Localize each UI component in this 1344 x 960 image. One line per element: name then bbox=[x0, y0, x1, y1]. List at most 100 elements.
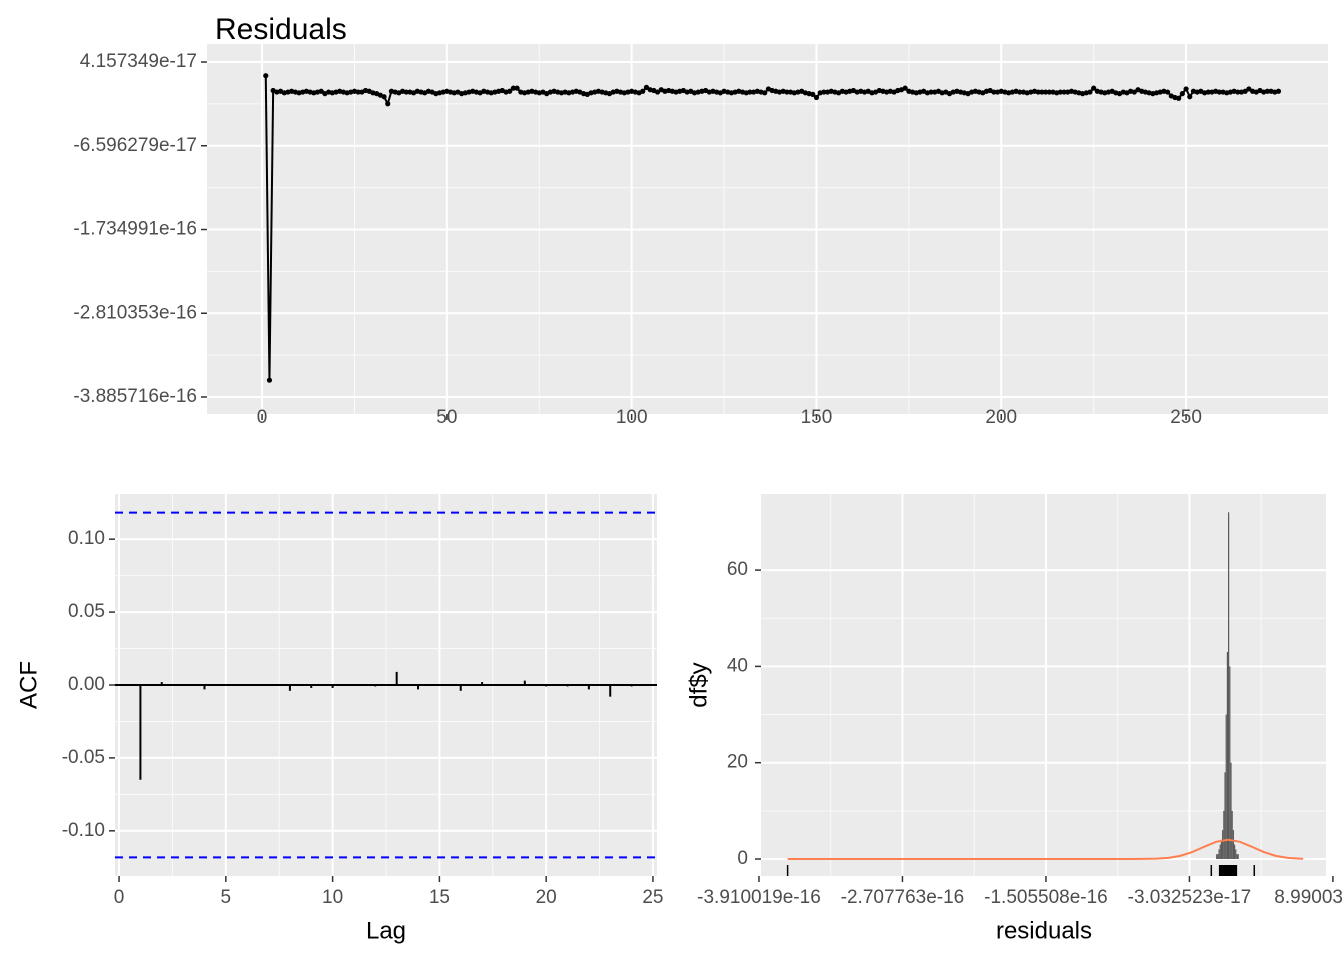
data-point bbox=[810, 91, 816, 97]
data-point bbox=[263, 73, 269, 79]
data-point bbox=[1164, 89, 1171, 95]
data-point bbox=[654, 89, 661, 95]
data-point bbox=[1176, 95, 1182, 101]
x-axis-title: Lag bbox=[366, 917, 406, 944]
data-point bbox=[643, 84, 650, 90]
histogram-bar bbox=[1229, 666, 1231, 860]
y-tick-label: 0.00 bbox=[68, 674, 105, 695]
y-tick-label: 20 bbox=[727, 752, 748, 773]
histogram-bar bbox=[1220, 839, 1223, 860]
y-tick-label: -2.810353e-16 bbox=[73, 302, 197, 323]
x-tick-label: 0 bbox=[114, 887, 125, 908]
data-point bbox=[821, 89, 827, 95]
data-point bbox=[784, 89, 790, 95]
histogram-bar bbox=[1226, 651, 1229, 860]
x-tick-label: 25 bbox=[642, 887, 663, 908]
data-point bbox=[403, 89, 409, 95]
data-point bbox=[355, 89, 361, 95]
data-point bbox=[1246, 86, 1252, 92]
y-tick-label: 0.05 bbox=[68, 601, 105, 622]
data-point bbox=[1087, 89, 1093, 95]
y-tick-label: -0.10 bbox=[62, 820, 105, 841]
x-tick-label: 250 bbox=[1170, 407, 1202, 428]
data-point bbox=[266, 377, 273, 383]
y-tick-label: -6.596279e-17 bbox=[73, 135, 197, 156]
data-point bbox=[1183, 86, 1189, 92]
histogram-bar bbox=[1233, 844, 1236, 860]
x-tick-label: -3.032523e-17 bbox=[1128, 887, 1252, 908]
x-tick-label: 50 bbox=[436, 407, 457, 428]
y-axis-title: ACF bbox=[15, 661, 42, 709]
x-tick-label: 15 bbox=[429, 887, 450, 908]
histogram-bar bbox=[1224, 772, 1226, 860]
data-point bbox=[1091, 85, 1097, 91]
data-point bbox=[813, 94, 820, 101]
x-tick-label: 20 bbox=[536, 887, 557, 908]
histogram-bar bbox=[1217, 854, 1219, 860]
histogram-bar bbox=[1232, 830, 1234, 860]
histogram-bar bbox=[1230, 762, 1232, 860]
data-point bbox=[514, 85, 520, 91]
x-tick-label: 200 bbox=[985, 407, 1017, 428]
y-tick-label: 40 bbox=[727, 655, 748, 676]
histogram-bar bbox=[1231, 810, 1233, 860]
histogram-bar bbox=[1218, 849, 1220, 860]
data-point bbox=[1046, 89, 1052, 95]
data-point bbox=[385, 101, 391, 107]
histogram-bar bbox=[1236, 854, 1238, 860]
data-point bbox=[1187, 94, 1193, 100]
x-tick-label: 5 bbox=[221, 887, 232, 908]
data-point bbox=[1057, 89, 1064, 95]
data-point bbox=[747, 89, 753, 95]
x-tick-label: -3.910019e-16 bbox=[697, 887, 821, 908]
y-tick-label: -3.885716e-16 bbox=[73, 386, 197, 407]
x-tick-label: 100 bbox=[616, 407, 648, 428]
data-point bbox=[1275, 88, 1282, 94]
y-tick-label: 60 bbox=[727, 559, 748, 580]
y-tick-label: 0 bbox=[737, 848, 748, 869]
data-point bbox=[1035, 89, 1041, 95]
data-point bbox=[1017, 89, 1023, 95]
panel-background bbox=[761, 494, 1326, 876]
data-point bbox=[1061, 89, 1067, 95]
data-point bbox=[902, 85, 908, 91]
histogram-bar bbox=[1235, 849, 1237, 860]
chart-title: Residuals bbox=[215, 13, 347, 46]
x-axis-title: residuals bbox=[996, 917, 1092, 944]
x-tick-label: -1.505508e-16 bbox=[984, 887, 1108, 908]
x-tick-label: 0 bbox=[257, 407, 268, 428]
data-point bbox=[640, 88, 646, 94]
data-point bbox=[991, 89, 997, 95]
data-point bbox=[510, 85, 516, 91]
data-point bbox=[318, 88, 324, 94]
y-tick-label: -0.05 bbox=[62, 747, 105, 768]
data-point bbox=[1242, 88, 1248, 94]
data-point bbox=[1043, 89, 1049, 95]
data-point bbox=[1235, 89, 1241, 95]
histogram-bar bbox=[1219, 844, 1221, 860]
histogram-bar bbox=[1216, 854, 1218, 860]
histogram-bar bbox=[1228, 512, 1230, 860]
histogram-bar bbox=[1237, 854, 1239, 860]
data-point bbox=[1039, 89, 1045, 95]
y-tick-label: 0.10 bbox=[68, 528, 105, 549]
data-point bbox=[381, 94, 387, 100]
y-tick-label: 4.157349e-17 bbox=[80, 51, 197, 72]
y-tick-label: -1.734991e-16 bbox=[73, 219, 197, 240]
data-point bbox=[1216, 89, 1222, 95]
data-point bbox=[1131, 89, 1137, 95]
data-point bbox=[507, 88, 513, 94]
histogram-bar bbox=[1223, 810, 1225, 860]
histogram-bar bbox=[1225, 714, 1227, 860]
y-axis-title: df$y bbox=[685, 662, 712, 707]
x-tick-label: 8.990032e-17 bbox=[1274, 887, 1344, 908]
histogram-bar bbox=[1222, 830, 1224, 860]
data-point bbox=[1264, 88, 1270, 94]
x-tick-label: 10 bbox=[322, 887, 343, 908]
x-tick-label: -2.707763e-16 bbox=[841, 887, 965, 908]
data-point bbox=[928, 89, 934, 95]
data-point bbox=[762, 90, 768, 96]
data-point bbox=[1179, 91, 1185, 97]
x-tick-label: 150 bbox=[801, 407, 833, 428]
